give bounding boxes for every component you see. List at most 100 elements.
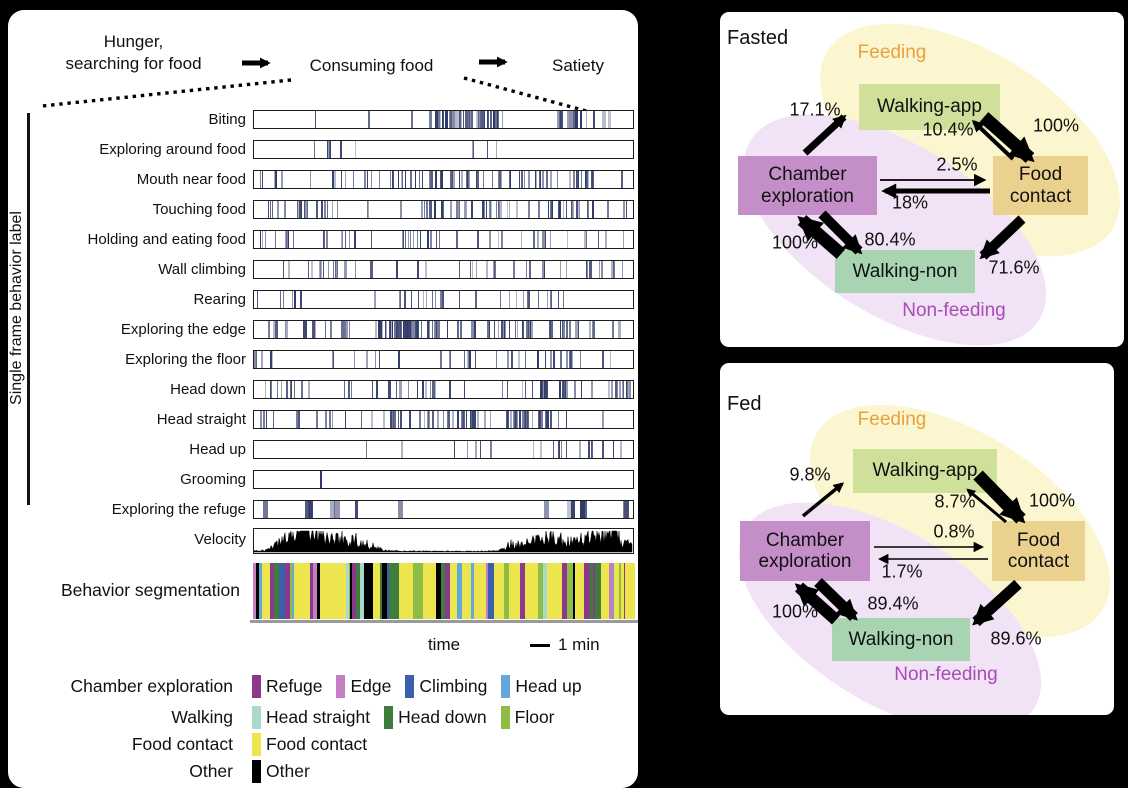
- arrow-walkingapp-to-food: [979, 112, 1035, 163]
- legend-category: Walking: [171, 706, 233, 727]
- pct-food-to-walkingapp: 10.4%: [922, 119, 974, 140]
- legend-item: Climbing: [405, 674, 487, 698]
- row-label: Rearing: [193, 291, 246, 308]
- row-label: Exploring the refuge: [111, 501, 246, 518]
- pct-food-to-chamber: 1.7%: [881, 561, 923, 582]
- legend-item-label: Head up: [515, 675, 582, 696]
- raster-row: [253, 440, 634, 459]
- legend-item: Edge: [336, 674, 392, 698]
- node-chamber-label: Chamber exploration: [758, 529, 852, 572]
- pct-walkingapp-to-food: 100%: [1028, 490, 1076, 511]
- flow-stage-consuming: Consuming food: [309, 56, 434, 75]
- node-food-label: Food contact: [1007, 529, 1070, 572]
- pct-chamber-to-food: 2.5%: [936, 154, 978, 175]
- pct-walkingnon-to-chamber: 100%: [771, 232, 819, 253]
- row-label: Exploring around food: [99, 141, 246, 158]
- pct-chamber-to-walkingnon: 89.4%: [867, 593, 919, 614]
- node-food-label: Food contact: [1009, 164, 1072, 207]
- legend-item: Food contact: [252, 732, 368, 756]
- raster-row: [253, 140, 634, 159]
- raster-row: [253, 380, 634, 399]
- legend-item-label: Edge: [350, 675, 392, 696]
- arrow-chamber-to-walkingnon: [814, 578, 858, 621]
- pct-chamber-to-food: 0.8%: [933, 521, 975, 542]
- raster-row: [253, 110, 634, 129]
- pct-food-to-chamber: 18%: [891, 192, 929, 213]
- row-label: Touching food: [152, 201, 246, 218]
- legend-item-label: Head straight: [266, 706, 371, 727]
- fasted-diagram-panel: Fasted Feeding Non-feeding Walking-app C…: [720, 12, 1124, 347]
- legend-swatch: [384, 705, 394, 729]
- row-label: Head up: [189, 441, 246, 458]
- flow-stage-hunger-line1: Hunger,: [103, 32, 164, 51]
- node-walking-non-label: Walking-non: [848, 628, 954, 650]
- arrow-chamber-to-walkingnon: [818, 210, 863, 255]
- condition-label-fed: Fed: [727, 393, 762, 415]
- pct-walkingnon-to-chamber: 100%: [771, 601, 819, 622]
- pct-food-to-walkingnon: 71.6%: [988, 257, 1040, 278]
- raster-row: [253, 500, 634, 519]
- velocity-label: Velocity: [194, 531, 246, 548]
- raster-row: [253, 350, 634, 369]
- legend-item-label: Other: [266, 760, 310, 781]
- raster-row: [253, 320, 634, 339]
- behavior-raster-panel: Hunger, searching for food Consuming foo…: [8, 10, 638, 788]
- feeding-zone-label: Feeding: [857, 42, 927, 63]
- velocity-trace: [253, 528, 634, 554]
- pct-chamber-to-walkingapp: 9.8%: [789, 464, 831, 485]
- raster-row: [253, 170, 634, 189]
- node-walking-app-label: Walking-app: [872, 460, 978, 482]
- node-chamber-exploration: Chamber exploration: [738, 156, 877, 215]
- arrow-chamber-to-walkingapp: [801, 482, 845, 518]
- legend-item: Head down: [384, 705, 487, 729]
- flow-stage-hunger: Hunger, searching for food: [36, 31, 231, 75]
- legend-category: Other: [189, 760, 233, 781]
- pct-walkingapp-to-food: 100%: [1032, 115, 1080, 136]
- arrow-food-to-walkingapp: [971, 119, 1015, 161]
- time-axis-label: time: [427, 635, 461, 654]
- arrow-walkingnon-to-chamber: [797, 215, 846, 259]
- axis-bracket: [27, 113, 30, 505]
- flow-stage-hunger-line2: searching for food: [65, 53, 202, 73]
- zoom-dotted-line-right: [463, 76, 621, 122]
- pct-chamber-to-walkingapp: 17.1%: [789, 99, 841, 120]
- legend-item: Other: [252, 759, 310, 783]
- row-label: Head straight: [156, 411, 246, 428]
- non-feeding-zone-label: Non-feeding: [902, 300, 1006, 321]
- non-feeding-zone-label: Non-feeding: [894, 664, 998, 685]
- pct-chamber-to-walkingnon: 80.4%: [864, 229, 916, 250]
- arrow-food-to-walkingnon: [972, 579, 1022, 627]
- legend-item-label: Food contact: [266, 733, 368, 754]
- zoom-dotted-line-left: [41, 78, 292, 108]
- legend-swatch: [500, 705, 510, 729]
- raster-row: [253, 470, 634, 489]
- legend-row: Chamber exploration Refuge Edge Climbing Hea…: [8, 673, 582, 699]
- legend-row: Food contact Food contact: [8, 731, 367, 757]
- raster-row: [253, 260, 634, 279]
- condition-label-fasted: Fasted: [727, 27, 789, 49]
- scale-bar-label: 1 min: [558, 635, 600, 654]
- row-label: Biting: [208, 111, 246, 128]
- legend-swatch: [336, 674, 346, 698]
- feeding-zone-label: Feeding: [857, 409, 927, 430]
- legend-row: Other Other: [8, 758, 310, 784]
- flow-stage-satiety: Satiety: [552, 56, 604, 75]
- arrow-walkingnon-to-chamber: [794, 582, 840, 625]
- arrow-walkingapp-to-food: [973, 470, 1026, 524]
- legend-category: Food contact: [131, 733, 233, 754]
- node-chamber-exploration: Chamber exploration: [740, 521, 870, 581]
- legend-item: Head up: [501, 674, 582, 698]
- row-label: Holding and eating food: [87, 231, 246, 248]
- node-walking-non: Walking-non: [835, 250, 975, 293]
- transition-arrows-fasted: [797, 112, 1035, 260]
- legend-item-label: Floor: [514, 706, 555, 727]
- legend-swatch: [405, 674, 415, 698]
- legend-swatch: [252, 705, 261, 729]
- legend-item-label: Refuge: [266, 675, 323, 696]
- row-label: Head down: [170, 381, 246, 398]
- node-chamber-label: Chamber exploration: [761, 164, 854, 207]
- legend-swatch: [252, 759, 261, 783]
- legend-swatch: [252, 732, 261, 756]
- node-walking-app: Walking-app: [853, 449, 997, 493]
